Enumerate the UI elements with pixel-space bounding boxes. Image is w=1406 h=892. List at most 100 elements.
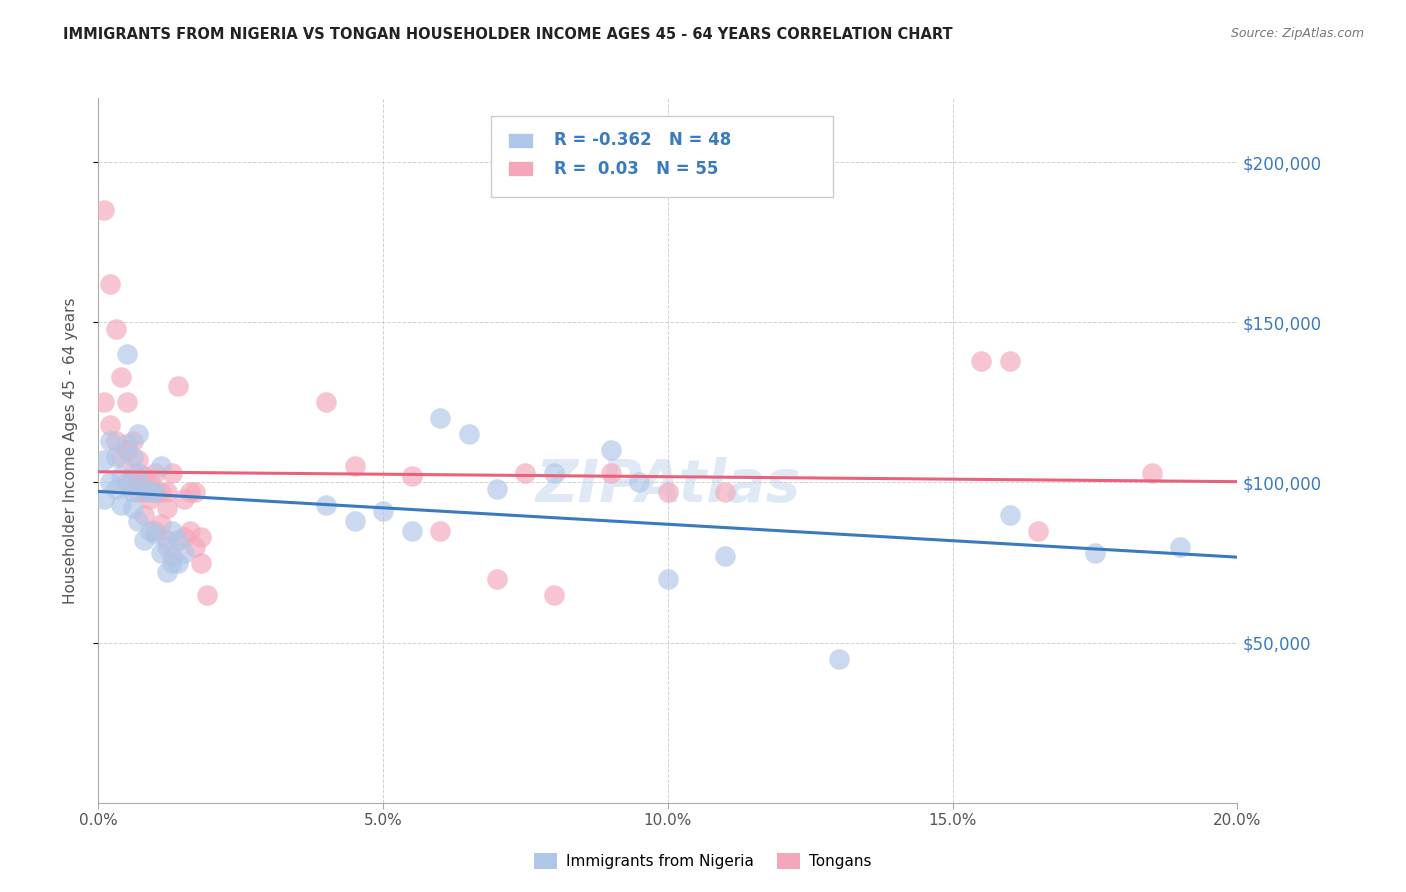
Point — [179, 524, 201, 538]
Point — [173, 491, 195, 506]
FancyBboxPatch shape — [509, 133, 533, 148]
Point — [98, 277, 121, 291]
Point — [132, 533, 155, 548]
Text: IMMIGRANTS FROM NIGERIA VS TONGAN HOUSEHOLDER INCOME AGES 45 - 64 YEARS CORRELAT: IMMIGRANTS FROM NIGERIA VS TONGAN HOUSEH… — [63, 27, 953, 42]
Point — [145, 485, 167, 500]
Point — [190, 530, 212, 544]
Point — [93, 395, 115, 409]
Point — [98, 475, 121, 490]
Point — [156, 533, 179, 548]
Point — [162, 556, 184, 570]
Point — [127, 514, 149, 528]
Point — [110, 369, 132, 384]
Point — [195, 588, 218, 602]
Point — [162, 549, 184, 564]
Point — [515, 466, 537, 480]
Point — [343, 514, 366, 528]
Point — [98, 417, 121, 432]
Point — [132, 469, 155, 483]
Point — [998, 508, 1021, 522]
Point — [132, 485, 155, 500]
Point — [115, 443, 138, 458]
Point — [115, 475, 138, 490]
Point — [138, 485, 160, 500]
Point — [600, 443, 623, 458]
Point — [145, 526, 167, 541]
Text: R =  0.03   N = 55: R = 0.03 N = 55 — [554, 160, 718, 178]
Point — [543, 588, 565, 602]
Point — [110, 498, 132, 512]
Point — [401, 524, 423, 538]
Point — [1140, 466, 1163, 480]
Y-axis label: Householder Income Ages 45 - 64 years: Householder Income Ages 45 - 64 years — [63, 297, 77, 604]
Text: R = -0.362   N = 48: R = -0.362 N = 48 — [554, 131, 731, 149]
Point — [138, 524, 160, 538]
Point — [145, 524, 167, 538]
Point — [190, 556, 212, 570]
Point — [93, 453, 115, 467]
Point — [457, 427, 479, 442]
FancyBboxPatch shape — [509, 161, 533, 177]
Point — [657, 485, 679, 500]
Point — [156, 501, 179, 516]
Point — [156, 565, 179, 579]
Point — [343, 459, 366, 474]
Point — [429, 411, 451, 425]
Point — [162, 466, 184, 480]
Point — [543, 466, 565, 480]
Point — [486, 482, 509, 496]
Point — [104, 322, 127, 336]
Point — [184, 540, 207, 554]
Point — [167, 379, 190, 393]
Point — [127, 453, 149, 467]
Point — [110, 450, 132, 464]
FancyBboxPatch shape — [491, 116, 832, 197]
Point — [104, 434, 127, 448]
Point — [115, 437, 138, 451]
Point — [138, 491, 160, 506]
Point — [145, 485, 167, 500]
Point — [138, 475, 160, 490]
Legend: Immigrants from Nigeria, Tongans: Immigrants from Nigeria, Tongans — [529, 847, 877, 875]
Point — [315, 395, 337, 409]
Point — [179, 485, 201, 500]
Point — [150, 546, 173, 560]
Point — [401, 469, 423, 483]
Point — [184, 485, 207, 500]
Point — [156, 485, 179, 500]
Point — [127, 466, 149, 480]
Point — [173, 530, 195, 544]
Point — [127, 427, 149, 442]
Point — [98, 434, 121, 448]
Point — [104, 450, 127, 464]
Point — [121, 485, 143, 500]
Point — [121, 466, 143, 480]
Point — [121, 450, 143, 464]
Point — [628, 475, 651, 490]
Point — [173, 546, 195, 560]
Point — [315, 498, 337, 512]
Point — [121, 434, 143, 448]
Text: ZIPAtlas: ZIPAtlas — [536, 458, 800, 514]
Point — [714, 549, 737, 564]
Point — [104, 482, 127, 496]
Point — [115, 395, 138, 409]
Point — [600, 466, 623, 480]
Point — [828, 651, 851, 665]
Point — [93, 203, 115, 218]
Point — [110, 469, 132, 483]
Point — [127, 485, 149, 500]
Point — [145, 466, 167, 480]
Point — [121, 501, 143, 516]
Point — [714, 485, 737, 500]
Point — [998, 353, 1021, 368]
Point — [93, 491, 115, 506]
Point — [115, 347, 138, 361]
Point — [657, 572, 679, 586]
Point — [132, 508, 155, 522]
Point — [150, 459, 173, 474]
Point — [429, 524, 451, 538]
Text: Source: ZipAtlas.com: Source: ZipAtlas.com — [1230, 27, 1364, 40]
Point — [373, 504, 395, 518]
Point — [167, 533, 190, 548]
